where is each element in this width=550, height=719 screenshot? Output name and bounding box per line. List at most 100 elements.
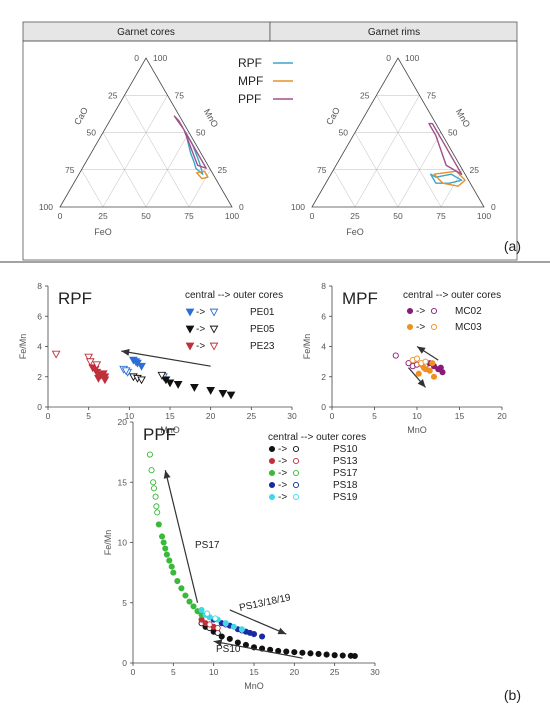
cao-tick-label: 50: [87, 128, 97, 138]
feo-tick-label: 0: [58, 211, 63, 221]
trend-arrow: [121, 350, 211, 367]
data-point-ps10: [283, 648, 290, 655]
data-point-ps17: [162, 545, 169, 552]
y-tick-label: 6: [37, 311, 42, 321]
top-header: Garnet cores Garnet rims: [22, 21, 518, 42]
legend-label-rpf: RPF: [238, 56, 262, 70]
legend-marker-filled: [185, 342, 195, 351]
mno-tick-label: 25: [218, 165, 228, 175]
cao-tick-label: 0: [134, 53, 139, 63]
y-axis-label: Fe/Mn: [103, 530, 113, 556]
legend-marker-open: [430, 323, 438, 331]
data-point-ps10: [299, 649, 306, 656]
trend-arrowhead: [121, 348, 130, 356]
y-axis-label: Fe/Mn: [18, 334, 28, 360]
data-point-ps10: [291, 649, 298, 656]
data-point-pe05: [190, 384, 199, 392]
legend-label-ps17: PS17: [333, 468, 358, 479]
mno-tick-label: 25: [470, 165, 480, 175]
data-point-pe23: [51, 350, 61, 359]
cao-tick-label: 25: [360, 90, 370, 100]
data-point-ps10: [339, 652, 346, 659]
data-point-ps17: [155, 521, 162, 528]
feo-tick-label: 0: [310, 211, 315, 221]
data-point-mc03: [429, 360, 436, 367]
data-point-ps19: [230, 623, 237, 630]
scatter-mpf: 0 5 10 15 20 0 2 4 6 8 MnO Fe/Mn MPF central --> oute…: [302, 281, 507, 435]
legend-label-pe05: PE05: [250, 324, 275, 335]
data-point-pe05: [206, 387, 216, 395]
field-outline-ppf: [173, 115, 207, 169]
data-point-ps17: [174, 578, 181, 585]
data-point-ps10: [331, 652, 338, 659]
data-point-ps17: [163, 551, 170, 558]
data-point-ps18: [259, 633, 266, 640]
data-point-ps17: [154, 509, 161, 516]
legend-label-ps18: PS18: [333, 480, 358, 491]
legend-label-pe23: PE23: [250, 341, 275, 352]
data-point-ps13: [206, 621, 213, 628]
legend-arrow-text: ->: [278, 444, 287, 455]
data-point-pe23: [100, 376, 110, 385]
data-point-ps19: [198, 606, 205, 614]
data-point-ps19: [238, 626, 245, 633]
y-tick-label: 0: [37, 402, 42, 412]
legend-marker-filled: [185, 325, 195, 334]
y-tick-label: 8: [37, 281, 42, 291]
mno-tick-label: 100: [405, 53, 419, 63]
data-point-pe23: [94, 374, 103, 383]
mno-tick-label: 75: [175, 90, 185, 100]
x-tick-label: 20: [497, 411, 507, 421]
data-point-ps17: [146, 451, 153, 458]
data-point-mc02: [392, 352, 399, 359]
y-tick-label: 15: [118, 477, 128, 487]
data-point-pe05: [161, 376, 171, 385]
y-tick-label: 10: [118, 538, 128, 548]
trend-arrowhead: [417, 346, 426, 354]
cao-axis-label: CaO: [324, 106, 342, 127]
data-point-pe05: [218, 390, 228, 398]
trend-arrowhead: [163, 470, 171, 479]
x-tick-label: 30: [287, 411, 297, 421]
data-point-mc03: [430, 373, 438, 380]
legend-marker-filled: [268, 481, 276, 489]
x-axis-label: MnO: [160, 425, 180, 435]
cao-tick-label: 25: [108, 90, 118, 100]
y-axis-label: Fe/Mn: [302, 334, 312, 360]
trend-arrow: [213, 640, 303, 659]
legend-label-ps19: PS19: [333, 492, 358, 503]
scatter-rpf: 0 5 10 15 20 25 30 0 2 4 6 8 MnO Fe/Mn RPF central --> …: [18, 281, 297, 435]
legend-marker-filled: [406, 323, 414, 331]
legend-label-mc03: MC03: [455, 322, 482, 333]
grid-line-cao: [124, 95, 190, 208]
feo-tick-label: 100: [225, 211, 239, 221]
data-point-ps17: [148, 467, 155, 474]
legend-marker-open: [292, 457, 300, 465]
field-outline-mpf: [433, 170, 466, 187]
feo-tick-label: 75: [436, 211, 446, 221]
legend-marker-open: [292, 481, 300, 489]
legend-marker-open: [209, 325, 219, 334]
x-tick-label: 5: [171, 667, 176, 677]
data-point-pe01: [121, 367, 131, 376]
feo-axis-label: FeO: [346, 227, 364, 237]
feo-tick-label: 75: [184, 211, 194, 221]
data-point-ps17: [190, 603, 197, 610]
feo-tick-label: 100: [477, 211, 491, 221]
mno-tick-label: 0: [491, 202, 496, 212]
data-point-pe23: [98, 370, 108, 379]
top-section-frame: [22, 40, 518, 261]
legend-arrow-text: ->: [416, 322, 425, 333]
x-tick-label: 25: [247, 411, 257, 421]
legend-label-mc02: MC02: [455, 306, 482, 317]
trend-arrowhead: [213, 639, 223, 647]
legend-title: central --> outer cores: [185, 290, 283, 301]
mno-axis-label: MnO: [202, 107, 220, 129]
legend-label-ps10: PS10: [333, 444, 358, 455]
field-outline-mpf: [196, 170, 209, 180]
cao-tick-label: 0: [386, 53, 391, 63]
legend-marker-filled: [268, 493, 276, 501]
annotation-ps13-18-19: PS13/18/19: [238, 592, 292, 614]
x-tick-label: 10: [209, 667, 219, 677]
